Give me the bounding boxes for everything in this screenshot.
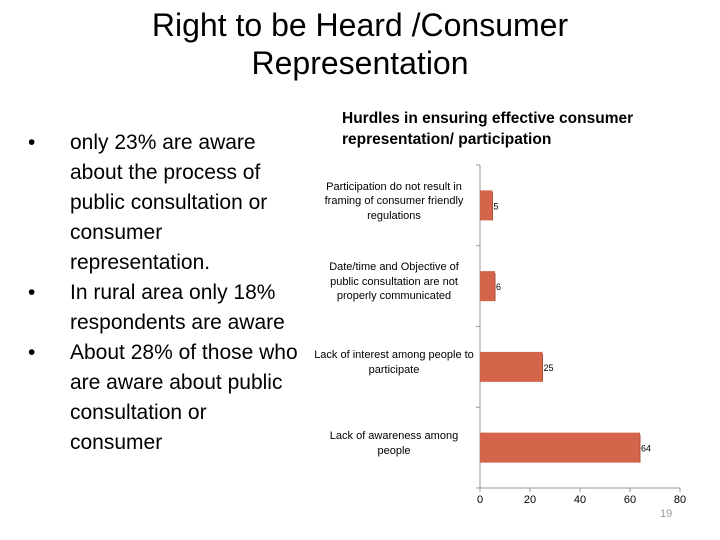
bar-value-label: 25 — [544, 363, 554, 373]
bullet-marker: • — [28, 341, 36, 364]
bullet-text: About 28% of those who are aware about p… — [70, 341, 298, 454]
x-tick-label: 80 — [674, 494, 686, 506]
category-label: Participation do not result in framing o… — [324, 180, 464, 222]
bar-value-label: 6 — [496, 282, 501, 292]
bullet-text: only 23% are aware about the process of … — [70, 131, 268, 274]
bar — [480, 271, 495, 302]
bar — [480, 432, 640, 463]
slide-title-line-1: Right to be Heard /Consumer — [151, 7, 569, 43]
slide-title-line-2: Representation — [251, 45, 469, 81]
category-label: Lack of interest among people to partici… — [314, 349, 474, 376]
bullet-marker: • — [28, 131, 36, 154]
slide-title: Right to be Heard /Consumer Representati… — [0, 6, 720, 82]
x-tick-label: 20 — [524, 494, 536, 506]
x-tick-label: 0 — [477, 494, 483, 506]
bullet-item: • About 28% of those who are aware about… — [28, 338, 298, 458]
x-tick-label: 60 — [624, 494, 636, 506]
x-tick-label: 40 — [574, 494, 586, 506]
bar — [480, 190, 493, 221]
category-label: Lack of awareness among people — [329, 430, 459, 457]
chart-title: Hurdles in ensuring effective consumer r… — [342, 110, 634, 148]
bullet-item: • only 23% are aware about the process o… — [28, 128, 298, 278]
bullet-marker: • — [28, 281, 36, 304]
bullet-list: • only 23% are aware about the process o… — [28, 128, 298, 458]
bullet-item: • In rural area only 18% respondents are… — [28, 278, 298, 338]
category-label: Date/time and Objective of public consul… — [329, 261, 459, 303]
bar-value-label: 64 — [641, 444, 651, 454]
page-number: 19 — [660, 508, 673, 520]
bar-value-label: 5 — [494, 201, 499, 211]
bar — [480, 351, 543, 382]
bullet-text: In rural area only 18% respondents are a… — [70, 281, 285, 334]
